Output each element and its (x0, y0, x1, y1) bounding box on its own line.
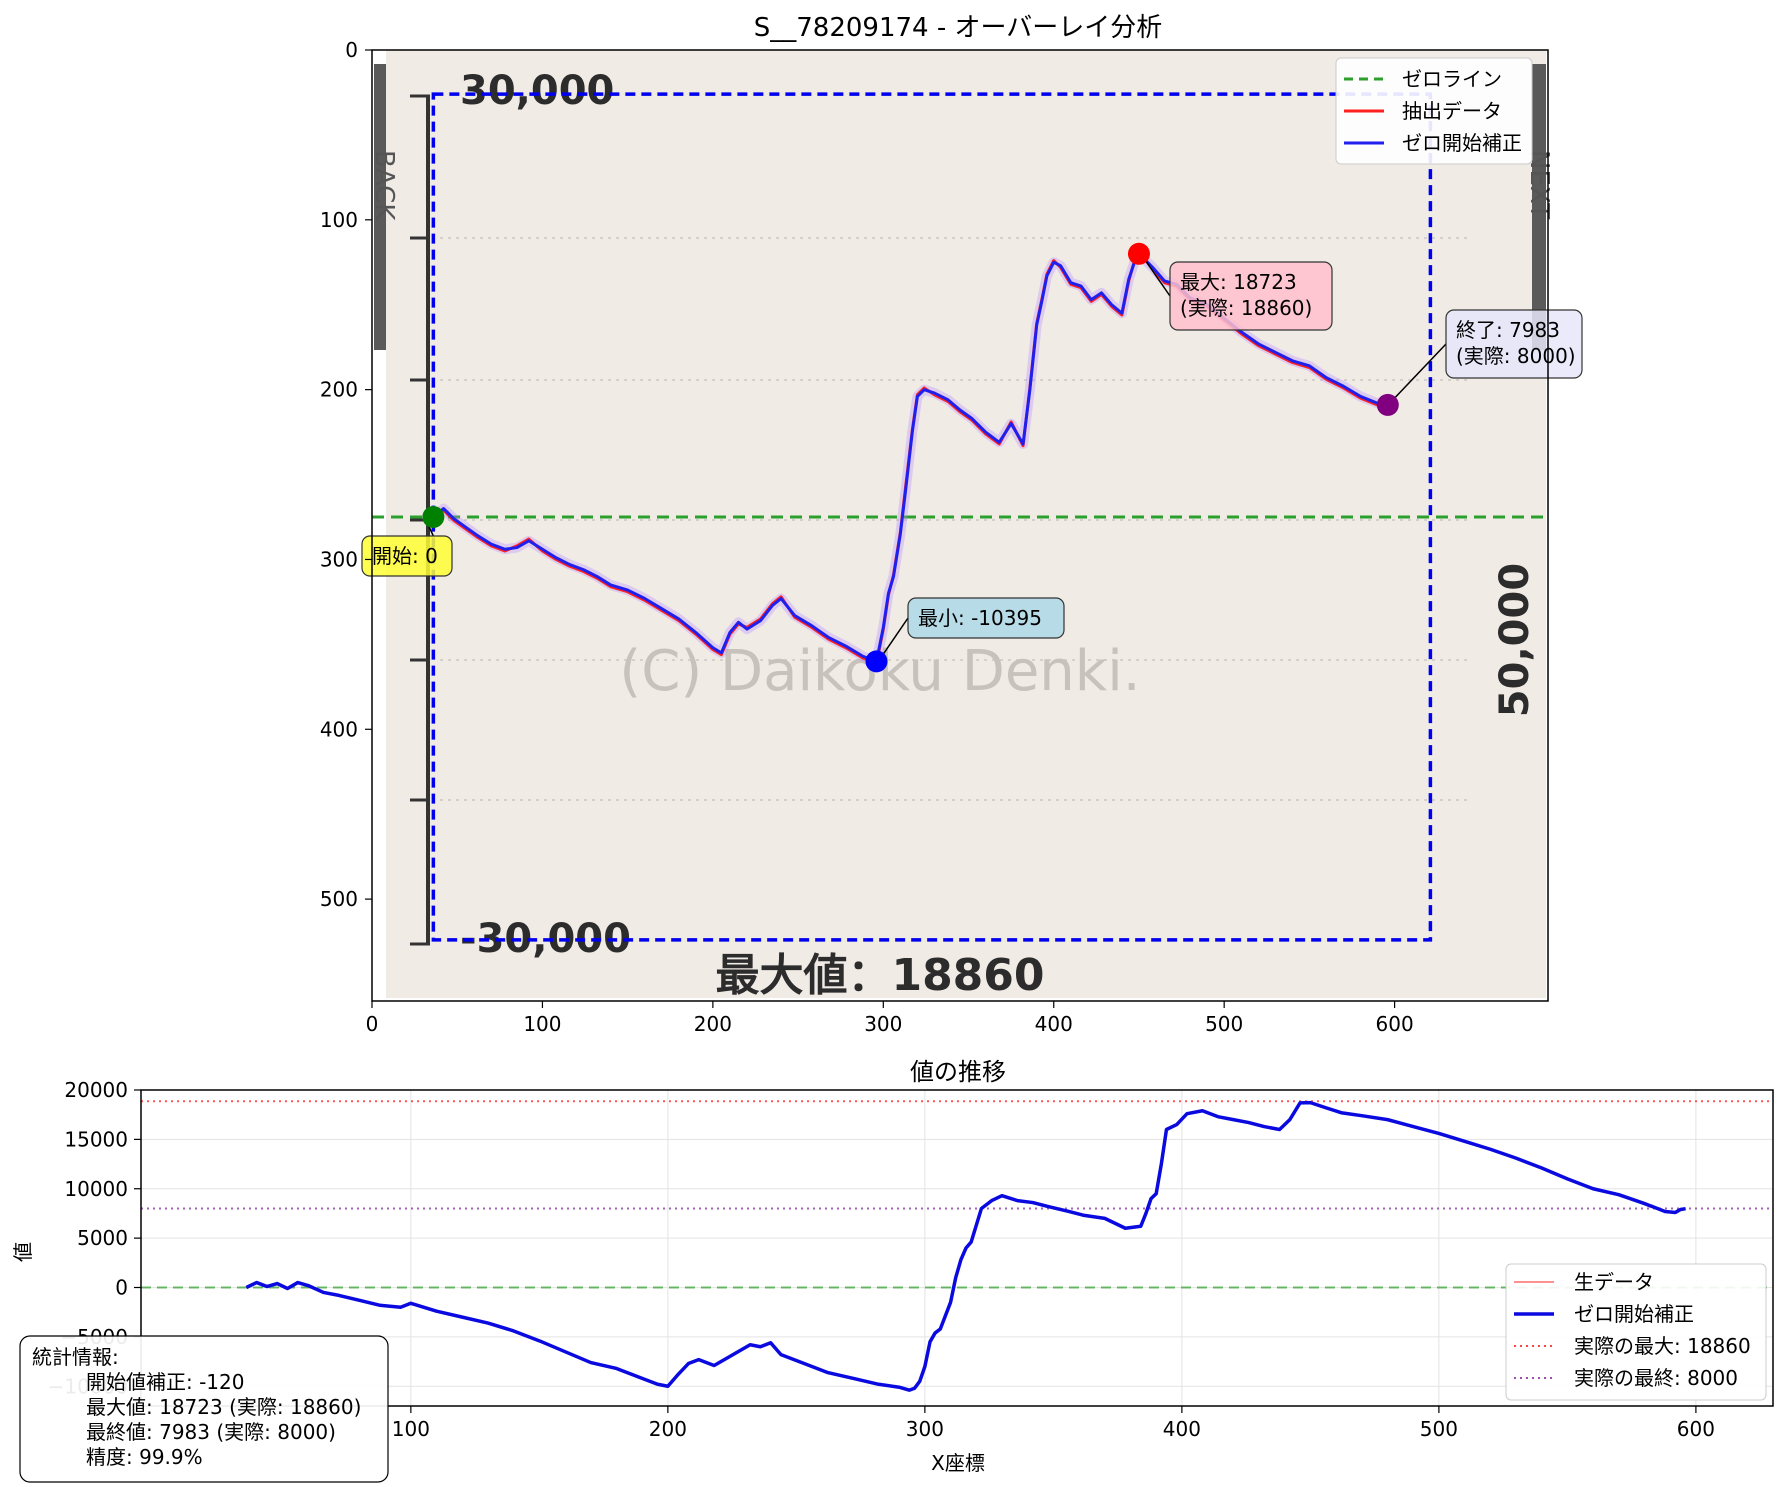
top-legend-box (1335, 57, 1533, 165)
photo-top-label: 30,000 (460, 68, 614, 114)
annotation-box (1169, 261, 1333, 331)
top-plot-area: 開始: 0 最小: -10395 最大: 18723(実際: 18860) 終了: 7… (361, 92, 1583, 942)
annotation-marker (865, 650, 888, 673)
photo-caption: 最大値：18860 (715, 950, 1044, 1001)
x-tick-label: 100 (523, 1012, 561, 1036)
y-tick-label: 300 (320, 547, 358, 571)
trend-ylabel: 値 (11, 1242, 35, 1262)
trend-y-tick-label: 10000 (64, 1177, 128, 1201)
top-axes-ticks: 0 100 200 300 400 500 600 0 100 200 300 400 500 (320, 38, 1414, 1036)
legend-extracted-label: 抽出データ (1402, 99, 1502, 123)
trend-x-tick-label: 500 (1420, 1417, 1458, 1441)
x-tick-label: 500 (1205, 1012, 1243, 1036)
trend-xlabel: X座標 (931, 1451, 985, 1475)
annotation-label: 終了: 7983 (1456, 318, 1560, 342)
back-tab-text: BACK (369, 150, 399, 221)
trend-x-tick-label: 600 (1677, 1417, 1715, 1441)
annotation-marker (1127, 242, 1150, 265)
photo-gridlines (440, 237, 1468, 801)
annotation-label: (実際: 18860) (1180, 296, 1312, 320)
photo-right-label: 50,000 (1492, 563, 1538, 717)
screenshot-background (386, 50, 1546, 998)
annotation-arrow (881, 617, 909, 656)
y-tick-label: 100 (320, 208, 358, 232)
legend-zero-line-label: ゼロライン (1402, 67, 1502, 91)
annotation-label: 最小: -10395 (918, 606, 1042, 630)
chart-title: S__78209174 - オーバーレイ分析 (754, 13, 1163, 43)
overlay-panel: S__78209174 - オーバーレイ分析 BACK NEXT 30,000 … (320, 13, 1583, 1036)
trend-x-tick-label: 300 (906, 1417, 944, 1441)
stats-line: 精度: 99.9% (86, 1445, 203, 1469)
legend-actual-final-label: 実際の最終: 8000 (1574, 1366, 1738, 1390)
annotation-label: (実際: 8000) (1456, 344, 1576, 368)
legend-zero-start2-label: ゼロ開始補正 (1574, 1302, 1694, 1326)
y-tick-label: 200 (320, 378, 358, 402)
y-tick-label: 500 (320, 887, 358, 911)
trend-title: 値の推移 (910, 1058, 1006, 1086)
x-tick-label: 400 (1035, 1012, 1073, 1036)
trend-panel: 値の推移 100200300400500600−10000−5000050001… (11, 1058, 1774, 1483)
legend-zero-start-label: ゼロ開始補正 (1402, 131, 1522, 155)
detection-bbox (431, 92, 1433, 942)
annotation-marker (1376, 393, 1399, 416)
annotation-arrow (1144, 259, 1171, 297)
trend-y-tick-label: 5000 (77, 1226, 128, 1250)
stats-line: 最大値: 18723 (実際: 18860) (86, 1395, 361, 1419)
trend-x-tick-label: 200 (649, 1417, 687, 1441)
annotation-label: 開始: 0 (372, 544, 438, 568)
x-tick-label: 600 (1376, 1012, 1414, 1036)
trend-y-tick-label: 0 (115, 1276, 128, 1300)
trend-line (245, 1100, 1686, 1392)
trend-legend: 生データ ゼロ開始補正 実際の最大: 18860 実際の最終: 8000 (1505, 1263, 1767, 1401)
trend-legend-box (1505, 1263, 1767, 1401)
stats-box: 統計情報: 開始値補正: -120 最大値: 18723 (実際: 18860)… (19, 1335, 389, 1483)
trend-y-tick-label: 15000 (64, 1127, 128, 1151)
back-tab-shape (374, 64, 386, 350)
y-tick-label: 0 (345, 38, 358, 62)
x-tick-label: 300 (864, 1012, 902, 1036)
annotation-box (907, 597, 1065, 639)
trend-axes-frame (140, 1089, 1774, 1407)
stats-box-frame (19, 1335, 389, 1483)
annotation-marker (422, 506, 445, 529)
trend-y-tick-label: 20000 (64, 1078, 128, 1102)
stats-line: 最終値: 7983 (実際: 8000) (86, 1420, 336, 1444)
y-tick-label: 400 (320, 717, 358, 741)
x-tick-label: 0 (366, 1012, 379, 1036)
next-tab-shape (1532, 64, 1546, 350)
x-tick-label: 200 (694, 1012, 732, 1036)
annotation-arrow (1393, 343, 1447, 400)
stats-heading: 統計情報: (32, 1345, 119, 1369)
annotation-box (361, 535, 453, 577)
stats-line: 開始値補正: -120 (86, 1370, 245, 1394)
legend-actual-max-label: 実際の最大: 18860 (1574, 1334, 1751, 1358)
legend-raw-label: 生データ (1574, 1270, 1654, 1294)
top-axes-frame (371, 49, 1549, 1002)
trend-x-tick-label: 100 (392, 1417, 430, 1441)
annotation-label: 最大: 18723 (1180, 270, 1297, 294)
top-legend: ゼロライン 抽出データ ゼロ開始補正 (1335, 57, 1533, 165)
trend-x-tick-label: 400 (1163, 1417, 1201, 1441)
